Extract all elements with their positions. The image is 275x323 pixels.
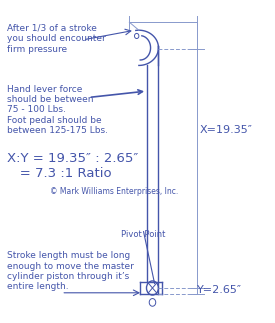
Text: Stroke length must be long
enough to move the master
cylinder piston through it’: Stroke length must be long enough to mov… xyxy=(7,251,134,291)
Text: X:Y = 19.35″ : 2.65″
   = 7.3 :1 Ratio: X:Y = 19.35″ : 2.65″ = 7.3 :1 Ratio xyxy=(7,152,138,180)
Text: Pivot Point: Pivot Point xyxy=(121,230,166,239)
Text: Y=2.65″: Y=2.65″ xyxy=(197,285,242,295)
Text: © Mark Williams Enterprises, Inc.: © Mark Williams Enterprises, Inc. xyxy=(50,187,179,196)
Text: X=19.35″: X=19.35″ xyxy=(200,125,253,135)
Text: Hand lever force
should be between
75 - 100 Lbs.
Foot pedal should be
between 12: Hand lever force should be between 75 - … xyxy=(7,85,108,135)
Text: After 1/3 of a stroke
you should encounter
firm pressure: After 1/3 of a stroke you should encount… xyxy=(7,24,106,54)
